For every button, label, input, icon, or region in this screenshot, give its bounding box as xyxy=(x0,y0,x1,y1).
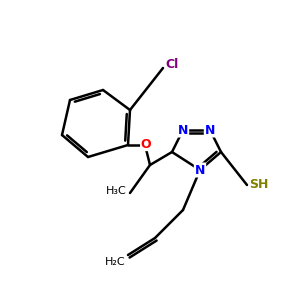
Text: N: N xyxy=(195,164,205,176)
Text: N: N xyxy=(178,124,188,136)
Text: Cl: Cl xyxy=(165,58,178,71)
Text: N: N xyxy=(205,124,215,136)
Text: SH: SH xyxy=(249,178,268,191)
Text: H₂C: H₂C xyxy=(105,257,126,267)
Text: O: O xyxy=(141,137,151,151)
Text: H₃C: H₃C xyxy=(106,186,127,196)
